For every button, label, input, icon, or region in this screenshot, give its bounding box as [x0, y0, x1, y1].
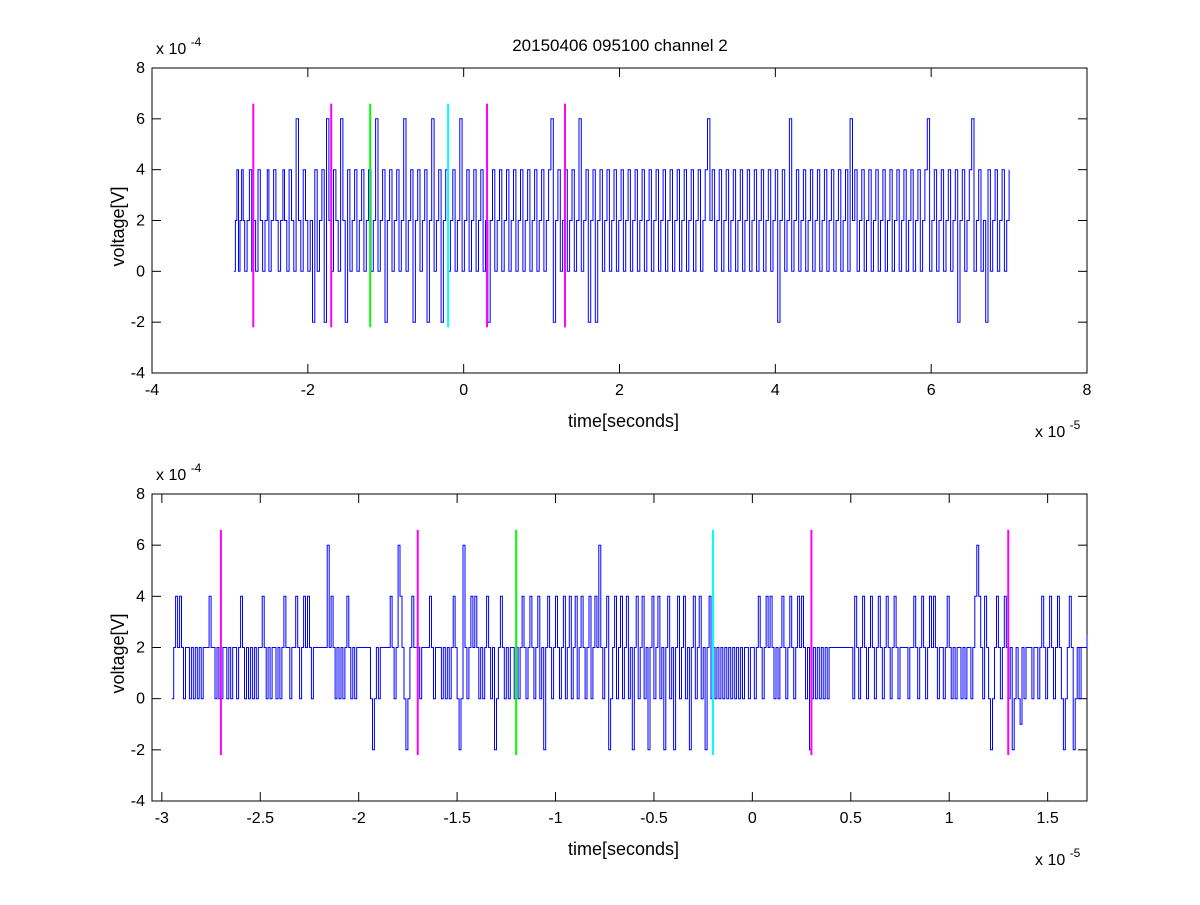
chart1-x-tick-label: 4 [771, 382, 780, 399]
chart2-x-tick-label: 1.5 [1037, 810, 1059, 827]
chart1-y-exponent: -4 [191, 35, 202, 49]
chart2-y-axis-label: voltage[V] [108, 613, 128, 693]
chart2-y-tick-label: 4 [136, 588, 145, 605]
chart2-y-tick-label: -4 [131, 793, 145, 810]
chart1-x-tick-label: -4 [145, 382, 159, 399]
chart1-y-tick-label: 2 [136, 213, 145, 230]
chart1-y-exponent-label: x 10 -4 [156, 35, 202, 58]
chart1-y-tick-label: -2 [131, 314, 145, 331]
chart2-x-tick-label: 0 [748, 810, 757, 827]
chart2-y-tick-label: 2 [136, 640, 145, 657]
chart1-x-tick-label: 2 [615, 382, 624, 399]
chart1-y-tick-label: -4 [131, 365, 145, 382]
chart1-y-axis-label: voltage[V] [108, 186, 128, 266]
chart2-x-axis-label: time[seconds] [568, 839, 679, 859]
chart1-x-tick-label: 0 [459, 382, 468, 399]
chart2-x-tick-label: -1 [548, 810, 562, 827]
chart2-x-tick-label: -0.5 [640, 810, 668, 827]
chart1-signal-line [233, 118, 1010, 323]
chart2-y-exponent: -4 [191, 461, 202, 475]
chart2-x-exponent-label: x 10 -5 [1035, 846, 1081, 869]
chart2-x-tick-label: -3 [155, 810, 169, 827]
chart2-y-tick-label: -2 [131, 742, 145, 759]
chart2-signal-line [171, 544, 1088, 751]
chart1-y-tick-label: 4 [136, 162, 145, 179]
chart1-x-exponent: -5 [1070, 418, 1081, 432]
chart1-y-tick-label: 0 [136, 263, 145, 280]
chart2-y-exponent-label: x 10 -4 [156, 461, 202, 484]
chart1-x-exponent-label: x 10 -5 [1035, 418, 1081, 441]
chart1-x-tick-label: 6 [927, 382, 936, 399]
chart2-y-tick-label: 6 [136, 537, 145, 554]
chart1-y-tick-label: 6 [136, 111, 145, 128]
chart2-x-tick-label: -1.5 [443, 810, 471, 827]
chart2-x-tick-label: 0.5 [840, 810, 862, 827]
chart1-y-tick-label: 8 [136, 60, 145, 77]
chart2-x-tick-label: -2 [352, 810, 366, 827]
figure-title: 20150406 095100 channel 2 [512, 36, 728, 55]
chart1-x-axis-label: time[seconds] [568, 411, 679, 431]
chart1-x-tick-label: -2 [301, 382, 315, 399]
chart2-y-tick-label: 8 [136, 486, 145, 503]
chart2-y-tick-label: 0 [136, 691, 145, 708]
chart2-x-tick-label: -2.5 [246, 810, 274, 827]
chart1-x-tick-label: 8 [1083, 382, 1092, 399]
chart2-x-tick-label: 1 [945, 810, 954, 827]
chart2-x-exponent: -5 [1070, 846, 1081, 860]
